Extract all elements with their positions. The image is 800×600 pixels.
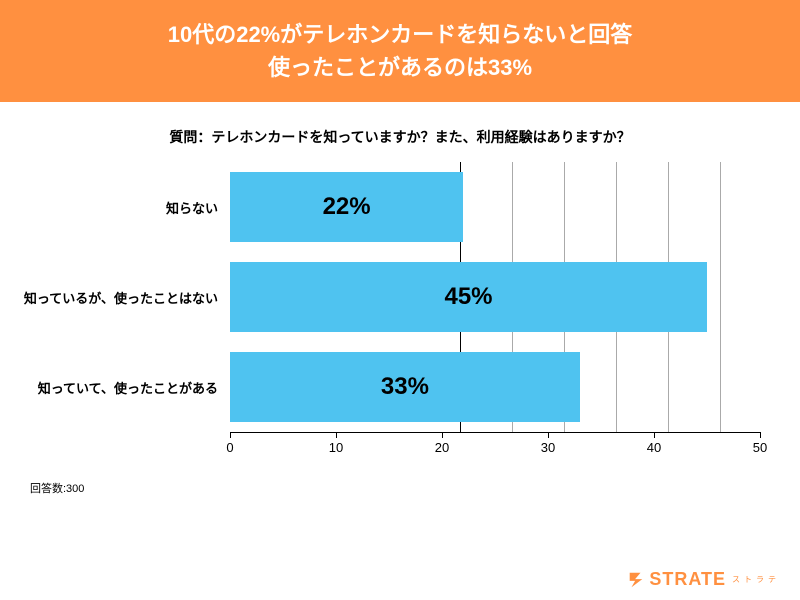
- x-axis: 01020304050: [230, 432, 760, 462]
- chart-row: 知っていて、使ったことがある 33%: [20, 342, 760, 432]
- x-tick-label: 20: [435, 440, 449, 455]
- brand-subtitle: ストラテ: [732, 574, 780, 585]
- x-tick: [548, 432, 549, 438]
- x-axis-line: [230, 432, 760, 433]
- x-tick-label: 0: [226, 440, 233, 455]
- bar-track: 22%: [230, 172, 760, 242]
- brand-icon: [627, 571, 645, 589]
- chart-rows: 知らない 22% 知っているが、使ったことはない 45% 知っていて、使ったことがある 3…: [20, 162, 760, 432]
- bar-value-label: 45%: [444, 283, 492, 311]
- header-banner: 10代の22%がテレホンカードを知らないと回答 使ったことがあるのは33%: [0, 0, 800, 102]
- x-tick-label: 50: [753, 440, 767, 455]
- chart-row: 知らない 22%: [20, 162, 760, 252]
- y-axis-label: 知っているが、使ったことはない: [20, 288, 230, 307]
- x-tick-label: 40: [647, 440, 661, 455]
- bar-value-label: 33%: [381, 373, 429, 401]
- header-line-1: 10代の22%がテレホンカードを知らないと回答: [20, 18, 780, 51]
- chart-row: 知っているが、使ったことはない 45%: [20, 252, 760, 342]
- response-count: 回答数:300: [0, 480, 800, 496]
- x-tick: [336, 432, 337, 438]
- x-tick: [442, 432, 443, 438]
- bar-track: 33%: [230, 352, 760, 422]
- bar: 22%: [230, 172, 463, 242]
- y-axis-label: 知らない: [20, 198, 230, 217]
- bar: 45%: [230, 262, 707, 332]
- y-axis-label: 知っていて、使ったことがある: [20, 378, 230, 397]
- bar: 33%: [230, 352, 580, 422]
- x-tick: [654, 432, 655, 438]
- question-text: 質問：テレホンカードを知っていますか？また、利用経験はありますか？: [0, 102, 800, 162]
- bar-value-label: 22%: [323, 193, 371, 221]
- x-tick-label: 10: [329, 440, 343, 455]
- bar-track: 45%: [230, 262, 760, 332]
- header-line-2: 使ったことがあるのは33%: [20, 51, 780, 84]
- brand-name: STRATE: [649, 569, 726, 590]
- x-tick: [230, 432, 231, 438]
- bar-chart: 知らない 22% 知っているが、使ったことはない 45% 知っていて、使ったことがある 3…: [0, 162, 800, 462]
- x-tick-label: 30: [541, 440, 555, 455]
- x-tick: [760, 432, 761, 438]
- brand-logo: STRATE ストラテ: [627, 569, 780, 590]
